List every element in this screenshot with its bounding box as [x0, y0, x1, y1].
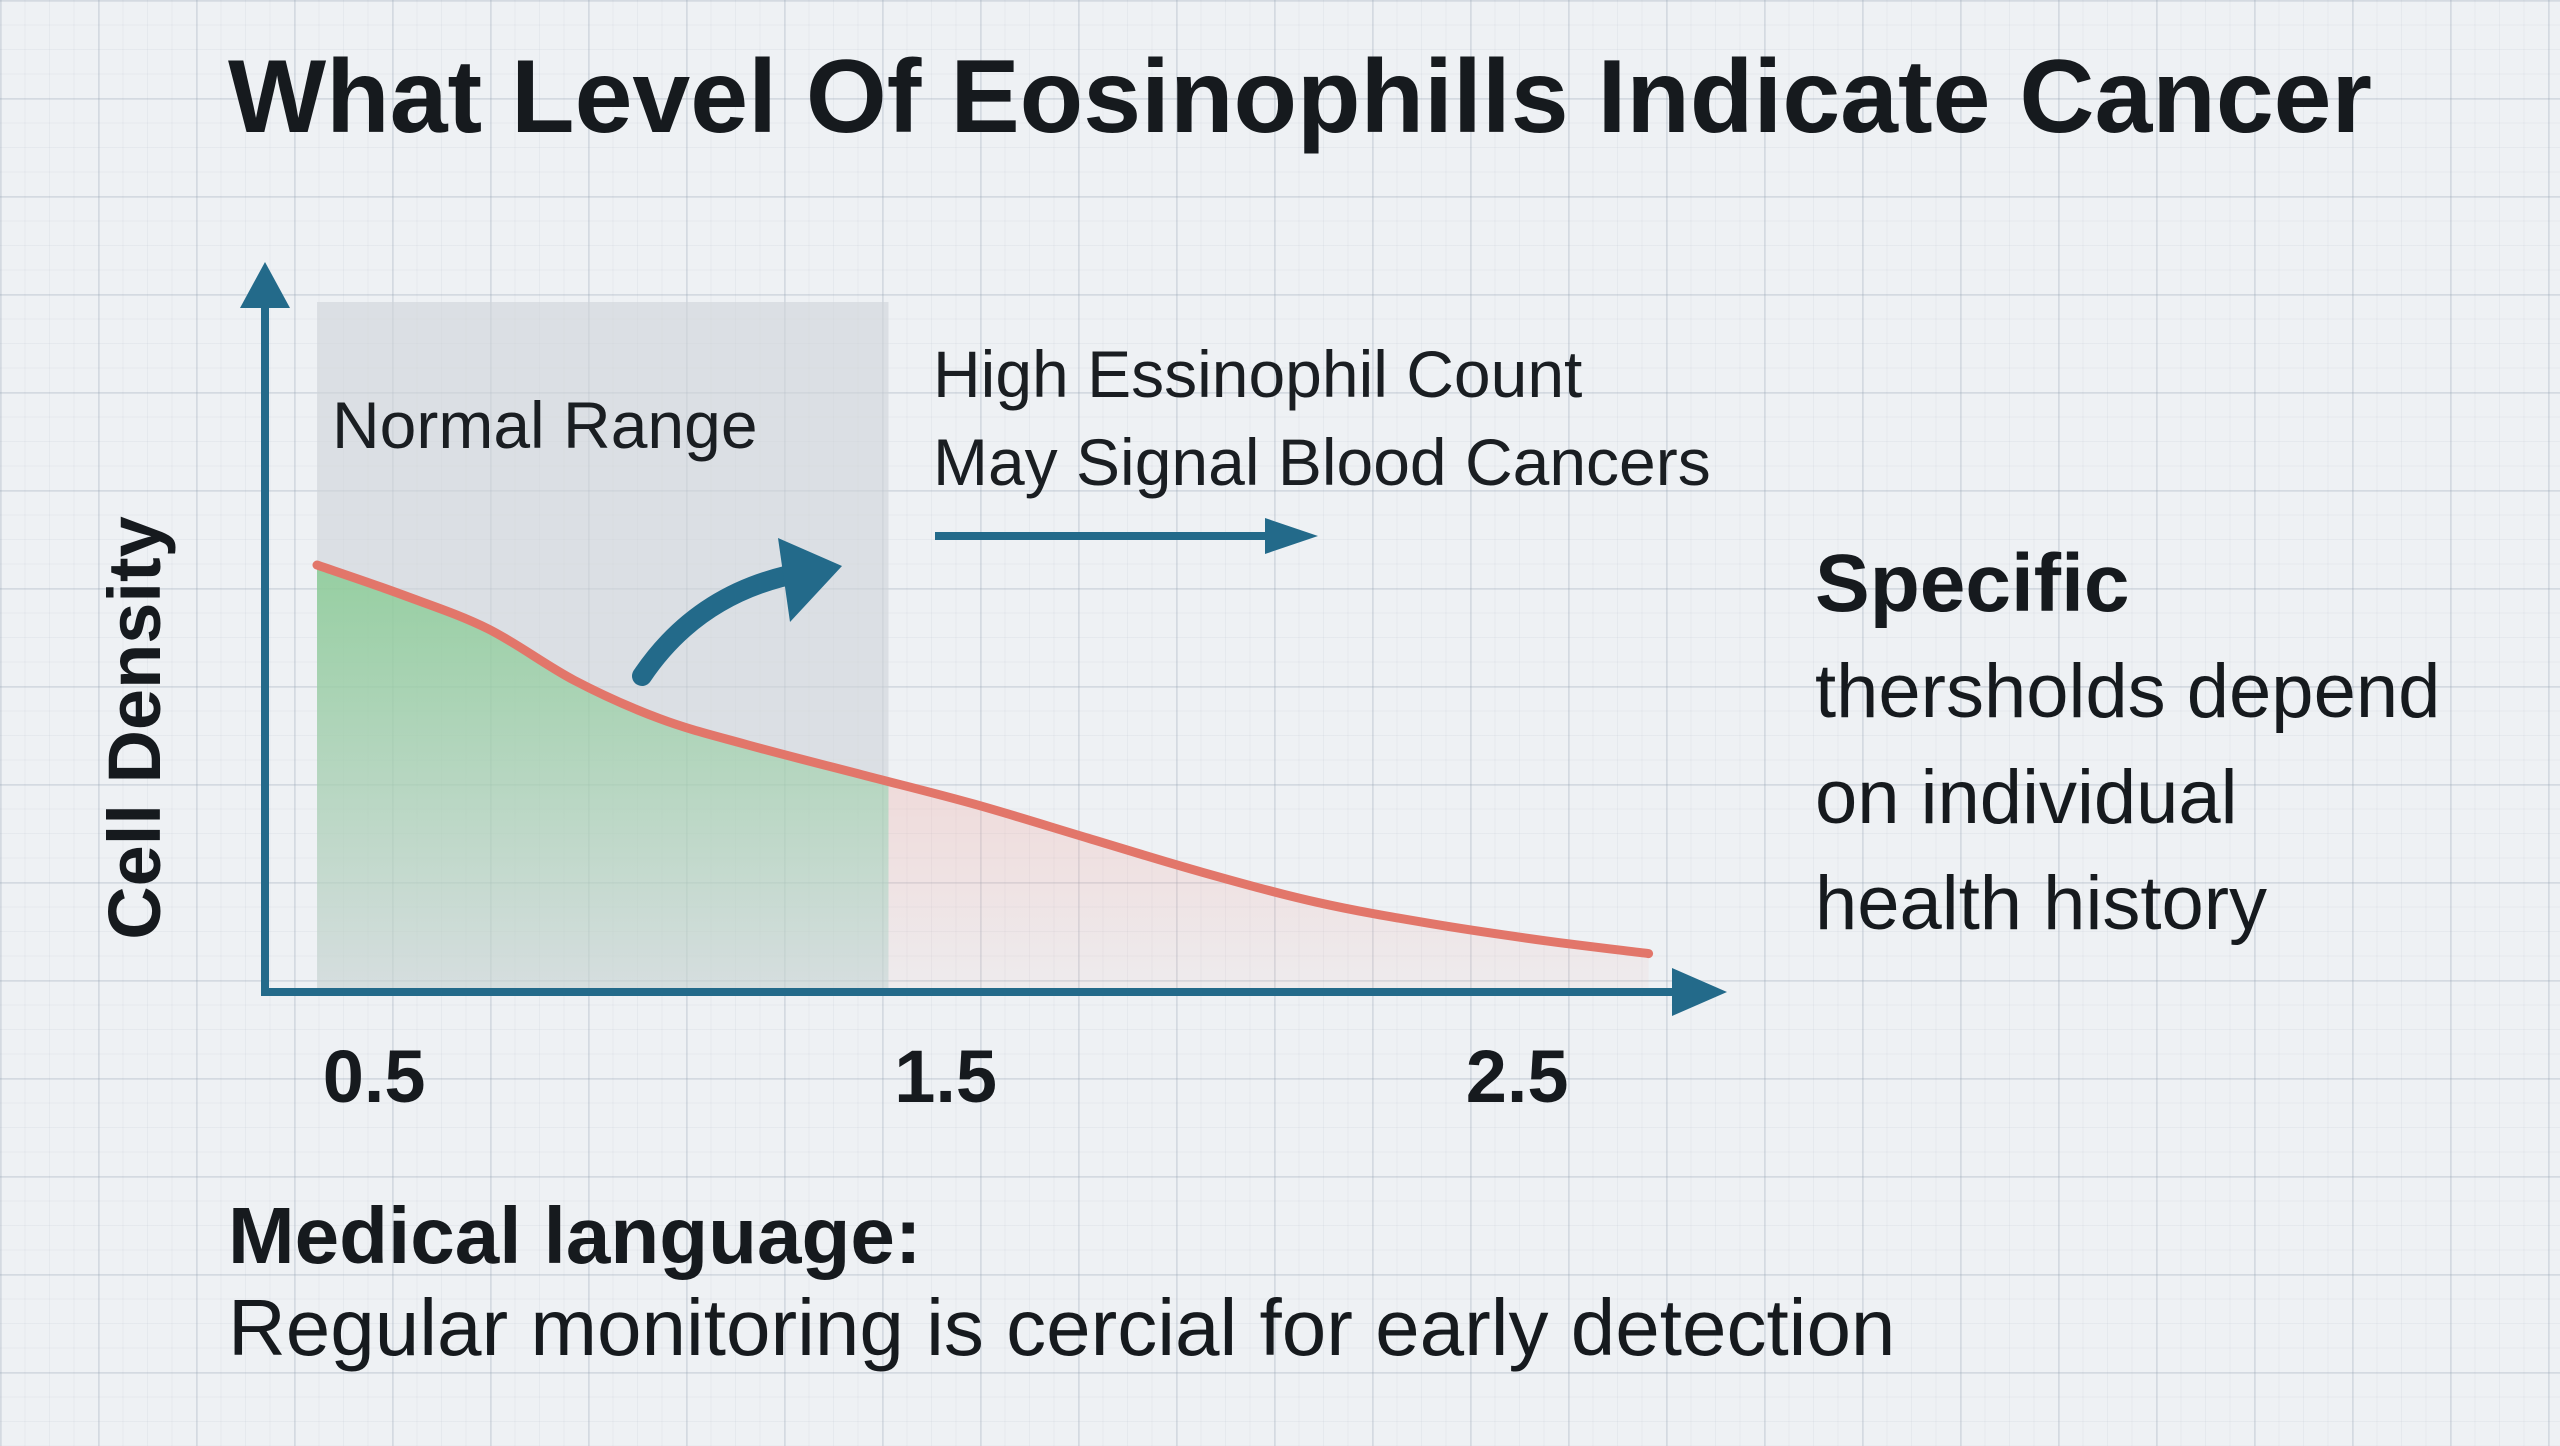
data-point [857, 771, 863, 777]
data-point [1646, 951, 1652, 957]
data-point [400, 592, 406, 598]
x-axis-arrow-icon [1672, 968, 1727, 1016]
density-curve [312, 560, 1654, 959]
chart-title: What Level Of Eosinophills Indicate Canc… [228, 39, 2372, 155]
side-note-line-2: on individual [1815, 755, 2238, 841]
footer-body: Regular monitoring is cercial for early … [228, 1283, 1896, 1372]
x-tick-label: 0.5 [323, 1035, 426, 1118]
annotation-arrow-head-icon [1265, 518, 1318, 554]
footer: Medical language: Regular monitoring is … [228, 1190, 2428, 1374]
side-note-line-1: thersholds depend [1815, 649, 2441, 735]
normal-range-label: Normal Range [332, 388, 758, 462]
footer-heading: Medical language: [228, 1191, 922, 1280]
data-point [314, 562, 320, 568]
data-point [743, 741, 749, 747]
data-point [657, 716, 663, 722]
normal-range-area [317, 565, 889, 992]
curved-arrow-icon [632, 562, 815, 686]
high-range-area [888, 781, 1649, 992]
y-axis-label: Cell Density [93, 516, 176, 940]
data-point [1428, 921, 1434, 927]
side-note-line-3: health history [1815, 861, 2268, 947]
y-axis-arrow-icon [240, 262, 290, 308]
annotation-line-2: May Signal Blood Cancers [933, 425, 1711, 499]
data-point [1200, 869, 1206, 875]
x-tick-label: 2.5 [1466, 1035, 1569, 1118]
data-point [1086, 835, 1092, 841]
data-point [1314, 899, 1320, 905]
data-point [571, 677, 577, 683]
side-note-heading: Specific [1815, 538, 2130, 629]
side-note: Specific thersholds depend on individual… [1815, 535, 2515, 957]
annotation-line-1: High Essinophil Count [933, 337, 1582, 411]
data-point [485, 626, 491, 632]
data-point [1543, 938, 1549, 944]
data-point [971, 801, 977, 807]
x-tick-label: 1.5 [894, 1035, 997, 1118]
curved-arrow-head-icon [778, 538, 842, 622]
